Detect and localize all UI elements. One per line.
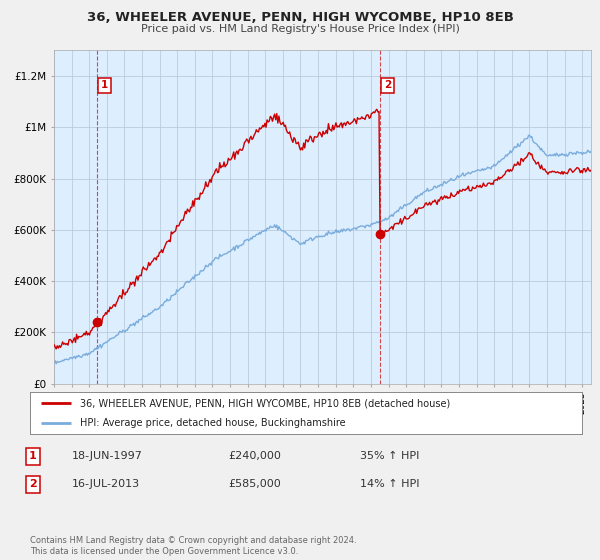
- Text: £240,000: £240,000: [228, 451, 281, 461]
- Text: £585,000: £585,000: [228, 479, 281, 489]
- Text: 14% ↑ HPI: 14% ↑ HPI: [360, 479, 419, 489]
- Text: 18-JUN-1997: 18-JUN-1997: [72, 451, 143, 461]
- Text: 2: 2: [384, 81, 391, 90]
- Text: 16-JUL-2013: 16-JUL-2013: [72, 479, 140, 489]
- Text: Contains HM Land Registry data © Crown copyright and database right 2024.
This d: Contains HM Land Registry data © Crown c…: [30, 536, 356, 556]
- Text: 35% ↑ HPI: 35% ↑ HPI: [360, 451, 419, 461]
- Text: HPI: Average price, detached house, Buckinghamshire: HPI: Average price, detached house, Buck…: [80, 418, 346, 428]
- Text: 1: 1: [29, 451, 37, 461]
- Text: 1: 1: [101, 81, 108, 90]
- Text: Price paid vs. HM Land Registry's House Price Index (HPI): Price paid vs. HM Land Registry's House …: [140, 24, 460, 34]
- Text: 2: 2: [29, 479, 37, 489]
- Text: 36, WHEELER AVENUE, PENN, HIGH WYCOMBE, HP10 8EB: 36, WHEELER AVENUE, PENN, HIGH WYCOMBE, …: [86, 11, 514, 24]
- Text: 36, WHEELER AVENUE, PENN, HIGH WYCOMBE, HP10 8EB (detached house): 36, WHEELER AVENUE, PENN, HIGH WYCOMBE, …: [80, 398, 450, 408]
